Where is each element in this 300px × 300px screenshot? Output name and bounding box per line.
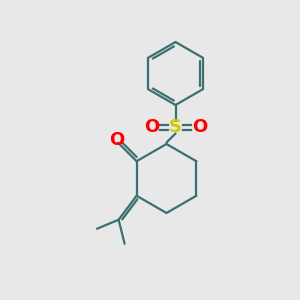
Text: O: O <box>144 118 159 136</box>
Text: S: S <box>169 118 182 136</box>
Text: O: O <box>109 131 124 149</box>
Text: O: O <box>192 118 207 136</box>
